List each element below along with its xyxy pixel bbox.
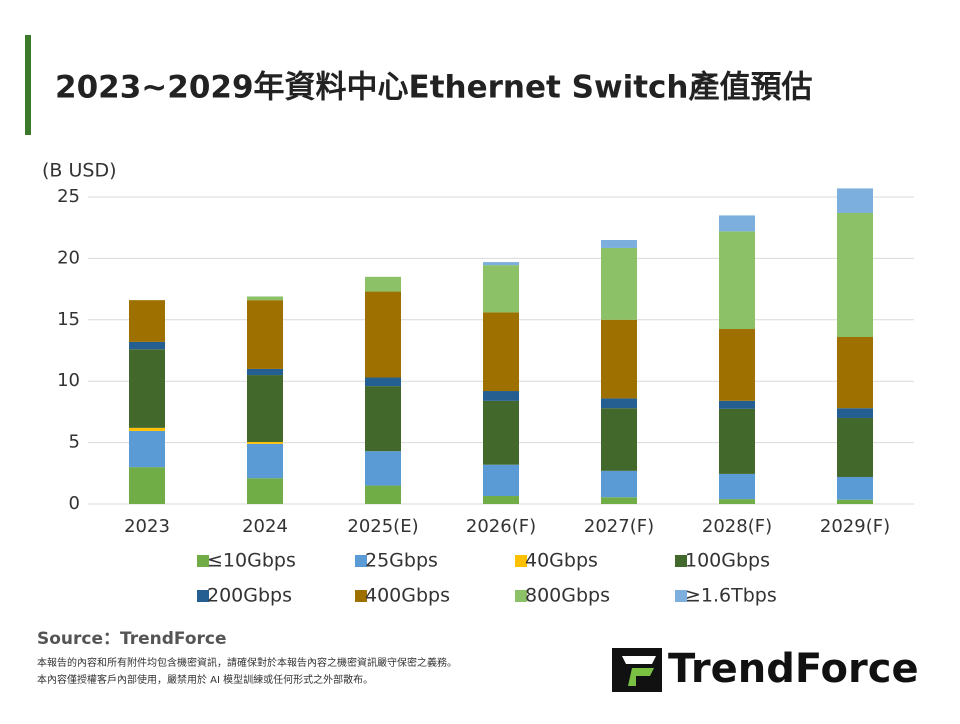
- bar-segment: [837, 476, 873, 500]
- legend-swatch: [515, 590, 527, 602]
- bar-segment: [601, 247, 637, 320]
- bar-segment: [719, 499, 755, 504]
- legend-swatch: [197, 555, 209, 567]
- bar-segment: [365, 276, 401, 292]
- y-tick-label: 10: [57, 370, 80, 391]
- legend-label: 200Gbps: [207, 585, 292, 607]
- bar-segment: [247, 375, 283, 442]
- x-tick-label: 2029(F): [820, 516, 890, 537]
- bar-segment: [837, 418, 873, 477]
- bar-segment: [129, 300, 165, 342]
- bar-segment: [365, 451, 401, 486]
- note: 本內容僅授權客戶內部使用，嚴禁用於 AI 模型訓練或任何形式之外部散布。: [37, 673, 373, 686]
- bar-segment: [247, 300, 283, 369]
- bar-segment: [601, 497, 637, 504]
- legend-label: 40Gbps: [525, 550, 598, 572]
- y-tick-label: 5: [69, 432, 80, 453]
- bar-segment: [247, 368, 283, 376]
- x-tick-label: 2027(F): [584, 516, 654, 537]
- y-tick-label: 15: [57, 309, 80, 330]
- bar-segment: [483, 265, 519, 313]
- note: 本報告的內容和所有附件均包含機密資訊，請確保對於本報告內容之機密資訊嚴守保密之義…: [37, 656, 457, 669]
- y-tick-label: 0: [69, 493, 80, 514]
- legend-swatch: [515, 555, 527, 567]
- bar-segment: [483, 464, 519, 497]
- legend-swatch: [197, 590, 209, 602]
- x-tick-label: 2025(E): [347, 516, 418, 537]
- bar-segment: [365, 291, 401, 378]
- x-tick-label: 2023: [124, 516, 170, 537]
- bar-segment: [601, 408, 637, 471]
- bar-segment: [129, 467, 165, 504]
- bar-segment: [719, 231, 755, 330]
- y-tick-label: 20: [57, 247, 80, 268]
- bar-segment: [129, 427, 165, 431]
- title-accent: [25, 35, 31, 135]
- bar-segment: [719, 400, 755, 409]
- bar-segment: [365, 386, 401, 452]
- legend-swatch: [675, 590, 687, 602]
- legend-label: ≤10Gbps: [207, 550, 296, 572]
- bar-segment: [601, 239, 637, 248]
- bar-segment: [719, 473, 755, 500]
- y-axis-label: (B USD): [42, 160, 117, 182]
- bar-segment: [129, 341, 165, 350]
- bar-segment: [719, 215, 755, 232]
- legend-swatch: [355, 590, 367, 602]
- legend-label: 25Gbps: [365, 550, 438, 572]
- logo-text: TrendForce: [668, 646, 919, 692]
- bar-segment: [719, 329, 755, 401]
- bar-segment: [365, 485, 401, 504]
- x-tick-label: 2028(F): [702, 516, 772, 537]
- bar-segment: [601, 470, 637, 498]
- legend-label: 800Gbps: [525, 585, 610, 607]
- bar-segment: [129, 430, 165, 468]
- source: Source：TrendForce: [37, 629, 227, 649]
- bar-segment: [483, 496, 519, 504]
- bar-segment: [837, 336, 873, 409]
- legend-swatch: [675, 555, 687, 567]
- bar-segment: [247, 296, 283, 301]
- x-tick-label: 2024: [242, 516, 288, 537]
- legend-swatch: [355, 555, 367, 567]
- bar-segment: [719, 408, 755, 474]
- bar-segment: [837, 408, 873, 419]
- bar-segment: [247, 443, 283, 479]
- bar-segment: [837, 212, 873, 337]
- bar-segment: [601, 398, 637, 409]
- bar-segment: [365, 377, 401, 387]
- bar-segment: [837, 499, 873, 504]
- bar-segment: [483, 391, 519, 401]
- bar-segment: [247, 478, 283, 504]
- legend-label: ≥1.6Tbps: [685, 585, 777, 607]
- bar-segment: [483, 312, 519, 392]
- bar-segment: [601, 319, 637, 399]
- y-tick-label: 25: [57, 186, 80, 207]
- bar-segment: [837, 188, 873, 213]
- bar-segment: [483, 262, 519, 266]
- bar-segment: [129, 349, 165, 428]
- logo-icon: [612, 648, 662, 692]
- chart-title: 2023~2029年資料中心Ethernet Switch產值預估: [55, 70, 812, 106]
- bar-segment: [247, 441, 283, 444]
- legend-label: 100Gbps: [685, 550, 770, 572]
- bar-segment: [483, 400, 519, 465]
- x-tick-label: 2026(F): [466, 516, 536, 537]
- legend-label: 400Gbps: [365, 585, 450, 607]
